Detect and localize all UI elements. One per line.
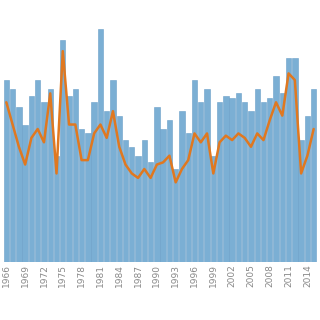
Bar (98, 29, 103, 262)
Bar (211, 156, 216, 262)
Bar (286, 58, 291, 262)
Bar (104, 111, 109, 262)
Bar (92, 102, 97, 262)
Bar (54, 156, 59, 262)
Bar (305, 116, 310, 262)
Bar (148, 162, 153, 262)
Bar (186, 133, 191, 262)
Bar (236, 93, 241, 262)
Bar (66, 96, 72, 262)
Bar (110, 80, 116, 262)
Bar (267, 98, 272, 262)
Bar (10, 89, 15, 262)
Bar (22, 124, 28, 262)
Bar (167, 120, 172, 262)
Bar (198, 102, 204, 262)
Bar (60, 40, 66, 262)
Bar (73, 89, 78, 262)
Bar (261, 102, 266, 262)
Bar (248, 111, 254, 262)
Bar (292, 58, 298, 262)
Bar (41, 102, 47, 262)
Bar (123, 140, 128, 262)
Bar (16, 107, 21, 262)
Bar (129, 147, 134, 262)
Bar (242, 102, 247, 262)
Bar (154, 107, 160, 262)
Bar (273, 76, 279, 262)
Bar (29, 96, 34, 262)
Bar (4, 80, 9, 262)
Bar (223, 96, 228, 262)
Bar (192, 80, 197, 262)
Bar (142, 140, 147, 262)
Bar (204, 89, 210, 262)
Bar (48, 89, 53, 262)
Bar (116, 116, 122, 262)
Bar (179, 111, 185, 262)
Bar (280, 93, 285, 262)
Bar (299, 140, 304, 262)
Bar (85, 133, 91, 262)
Bar (173, 169, 178, 262)
Bar (79, 129, 84, 262)
Bar (217, 102, 222, 262)
Bar (229, 98, 235, 262)
Bar (135, 156, 141, 262)
Bar (254, 89, 260, 262)
Bar (35, 80, 40, 262)
Bar (160, 129, 166, 262)
Bar (311, 89, 316, 262)
